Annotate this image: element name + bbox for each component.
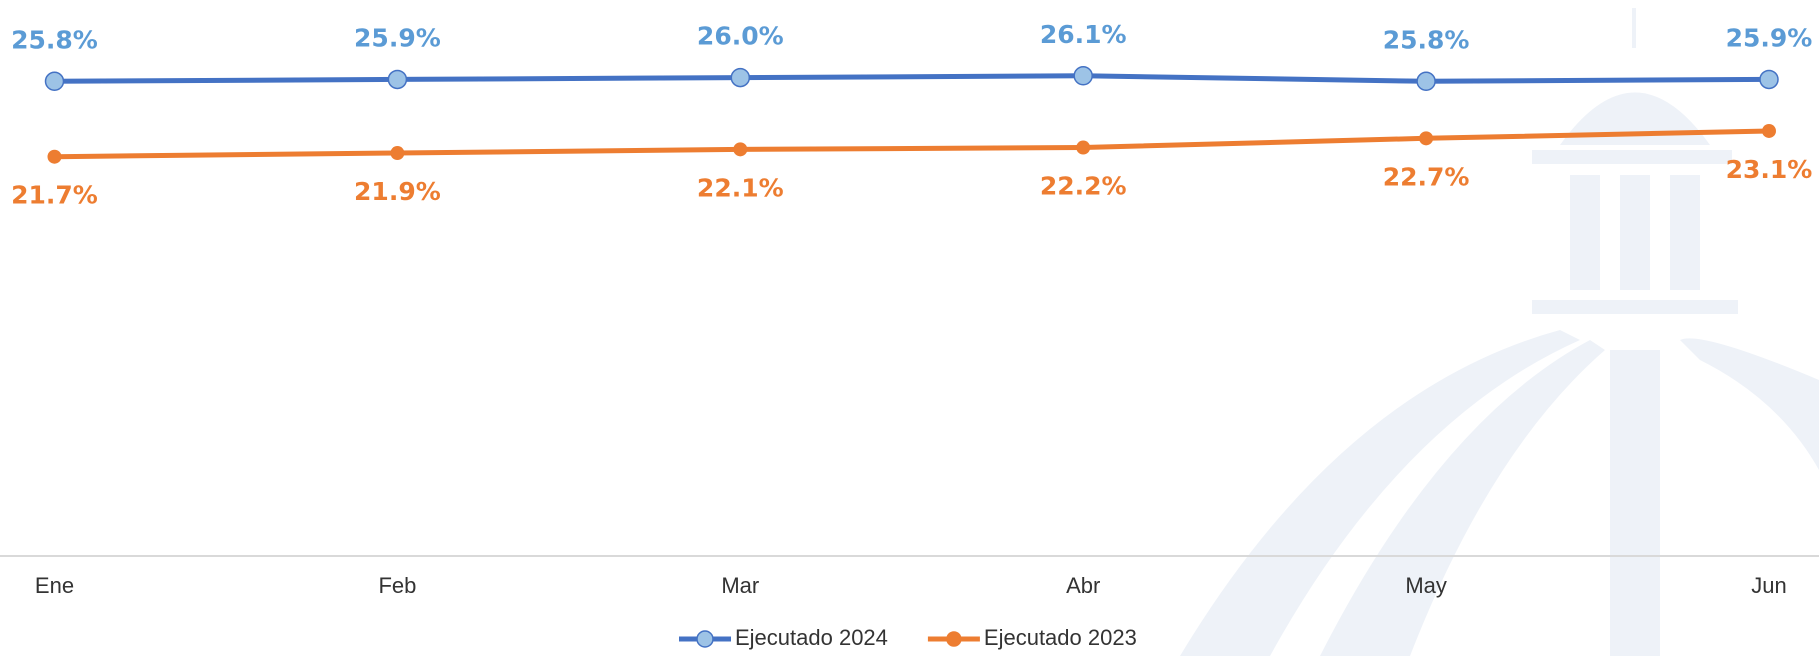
- data-label: 25.9%: [354, 23, 441, 52]
- marker: [1076, 141, 1090, 155]
- data-label: 22.2%: [1040, 172, 1127, 201]
- data-label: 26.0%: [697, 22, 784, 51]
- marker: [46, 72, 64, 90]
- x-tick-label: Feb: [378, 573, 416, 598]
- x-tick-label: Abr: [1066, 573, 1100, 598]
- marker: [1419, 131, 1433, 145]
- marker: [48, 150, 62, 164]
- marker: [1074, 67, 1092, 85]
- legend-marker: [947, 632, 961, 646]
- series-line: [55, 131, 1770, 157]
- x-tick-label: Ene: [35, 573, 74, 598]
- marker: [1760, 70, 1778, 88]
- marker: [733, 142, 747, 156]
- marker: [390, 146, 404, 160]
- chart: Ene Feb Mar Abr May Jun 25.8% 25.9% 26.0% 26.1% 25…: [0, 0, 1819, 656]
- x-tick-label: Jun: [1751, 573, 1786, 598]
- data-label: 23.1%: [1726, 155, 1813, 184]
- marker: [388, 70, 406, 88]
- data-label: 25.9%: [1726, 23, 1813, 52]
- data-label: 21.9%: [354, 177, 441, 206]
- legend-marker: [697, 631, 713, 647]
- marker: [731, 69, 749, 87]
- series-line: [55, 76, 1770, 82]
- data-label: 25.8%: [1383, 25, 1470, 54]
- data-label: 22.7%: [1383, 162, 1470, 191]
- marker: [1417, 72, 1435, 90]
- data-label: 26.1%: [1040, 20, 1127, 49]
- legend-label: Ejecutado 2024: [735, 625, 888, 650]
- data-label: 21.7%: [11, 181, 98, 210]
- x-tick-label: Mar: [721, 573, 759, 598]
- data-label: 22.1%: [697, 173, 784, 202]
- legend-label: Ejecutado 2023: [984, 625, 1137, 650]
- watermark: [1180, 8, 1819, 656]
- x-tick-label: May: [1405, 573, 1447, 598]
- marker: [1762, 124, 1776, 138]
- data-label: 25.8%: [11, 25, 98, 54]
